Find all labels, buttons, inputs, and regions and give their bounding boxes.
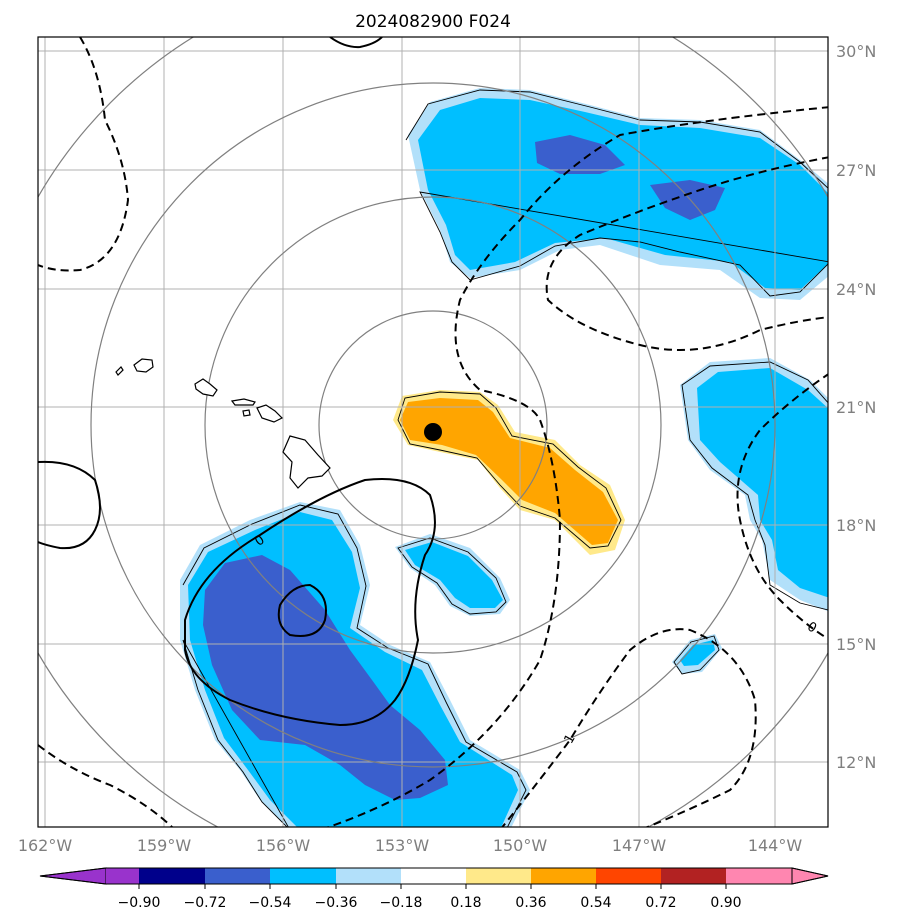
colorbar-extend-low [39,867,107,885]
lat-label-24n: 24°N [836,280,876,299]
colorbar-label-5: −0.18 [380,895,423,911]
contour-dashed-east [736,373,828,640]
island-niihau [115,366,124,376]
colorbar-ticks [138,884,727,889]
colorbar-bin-5 [336,868,402,884]
colorbar-label-4: −0.36 [315,895,358,911]
lon-label-159w: 159°W [137,836,192,855]
island-hawaii [282,435,331,489]
island-oahu [194,378,218,397]
lat-label-27n: 27°N [836,161,876,180]
contour-dashed-ne-1 [325,106,828,827]
colorbar-bin-9 [596,868,662,884]
colorbar-outline [39,867,829,885]
colorbar-bin-2 [139,868,205,884]
lat-label-12n: 12°N [836,753,876,772]
shade-outline-se [673,635,720,675]
island-maui [256,404,284,423]
colorbar-bin-6 [401,868,467,884]
colorbar-bin-4 [270,868,336,884]
lon-label-150w: 150°W [493,836,548,855]
shade-c-blue [405,542,503,608]
lon-tick-labels: 162°W 159°W 156°W 153°W 150°W 147°W 144°… [18,836,803,855]
lat-label-18n: 18°N [836,516,876,535]
colorbar-label-9: 0.72 [645,895,676,911]
lon-label-144w: 144°W [748,836,803,855]
island-kauai [133,358,154,373]
range-ring-2 [204,196,662,654]
lon-label-156w: 156°W [256,836,311,855]
lat-label-21n: 21°N [836,398,876,417]
shade-outline-pos [397,391,622,549]
contour-solid-top [329,37,383,49]
colorbar: −0.90 −0.72 −0.54 −0.36 −0.18 0.18 0.36 … [39,867,829,911]
contour-dashed-ne-2 [545,156,828,351]
contour-solid-inner [277,583,327,637]
colorbar-label-7: 0.36 [515,895,546,911]
lat-label-30n: 30°N [836,42,876,61]
contours [38,37,828,827]
island-molokai [230,398,256,406]
colorbar-extend-high [791,867,829,885]
colorbar-label-2: −0.72 [184,895,227,911]
contour-dashed-nw [38,37,130,272]
shade-outline-e [681,361,828,611]
shade-se-blue [680,640,715,666]
lon-label-162w: 162°W [18,836,73,855]
lon-label-147w: 147°W [612,836,667,855]
shade-e-blue [697,368,828,598]
colorbar-label-10: 0.90 [710,895,741,911]
colorbar-bin-8 [531,868,597,884]
contour-dashed-sw [38,744,174,827]
colorbar-label-3: −0.54 [249,895,292,911]
colorbar-bin-3 [205,868,271,884]
range-ring-3 [90,82,776,768]
colorbar-bin-7 [466,868,532,884]
shade-ne-dark-blue-1 [535,135,625,174]
island-lanai [242,409,251,417]
shade-ne-dark-blue-2 [650,180,725,220]
storm-center-marker [424,423,442,441]
map-title: 2024082900 F024 [355,12,511,32]
colorbar-label-6: 0.18 [450,895,481,911]
lat-tick-labels: 30°N 27°N 24°N 21°N 18°N 15°N 12°N [836,42,876,772]
lat-label-15n: 15°N [836,635,876,654]
shade-outline-ne [405,89,828,297]
contour-dashed-se [501,628,757,827]
colorbar-bin-11 [726,868,792,884]
colorbar-label-1: −0.90 [118,895,161,911]
shade-outline-c [397,537,507,615]
lon-label-153w: 153°W [375,836,430,855]
map-frame [37,36,829,828]
shade-pos-orange [400,398,618,545]
colorbar-bin-10 [661,868,727,884]
shade-sw-dark-blue [203,555,448,800]
contour-solid-west [38,460,101,550]
colorbar-label-8: 0.54 [580,895,611,911]
contour-solid-south [184,478,436,727]
coastlines [115,358,331,489]
